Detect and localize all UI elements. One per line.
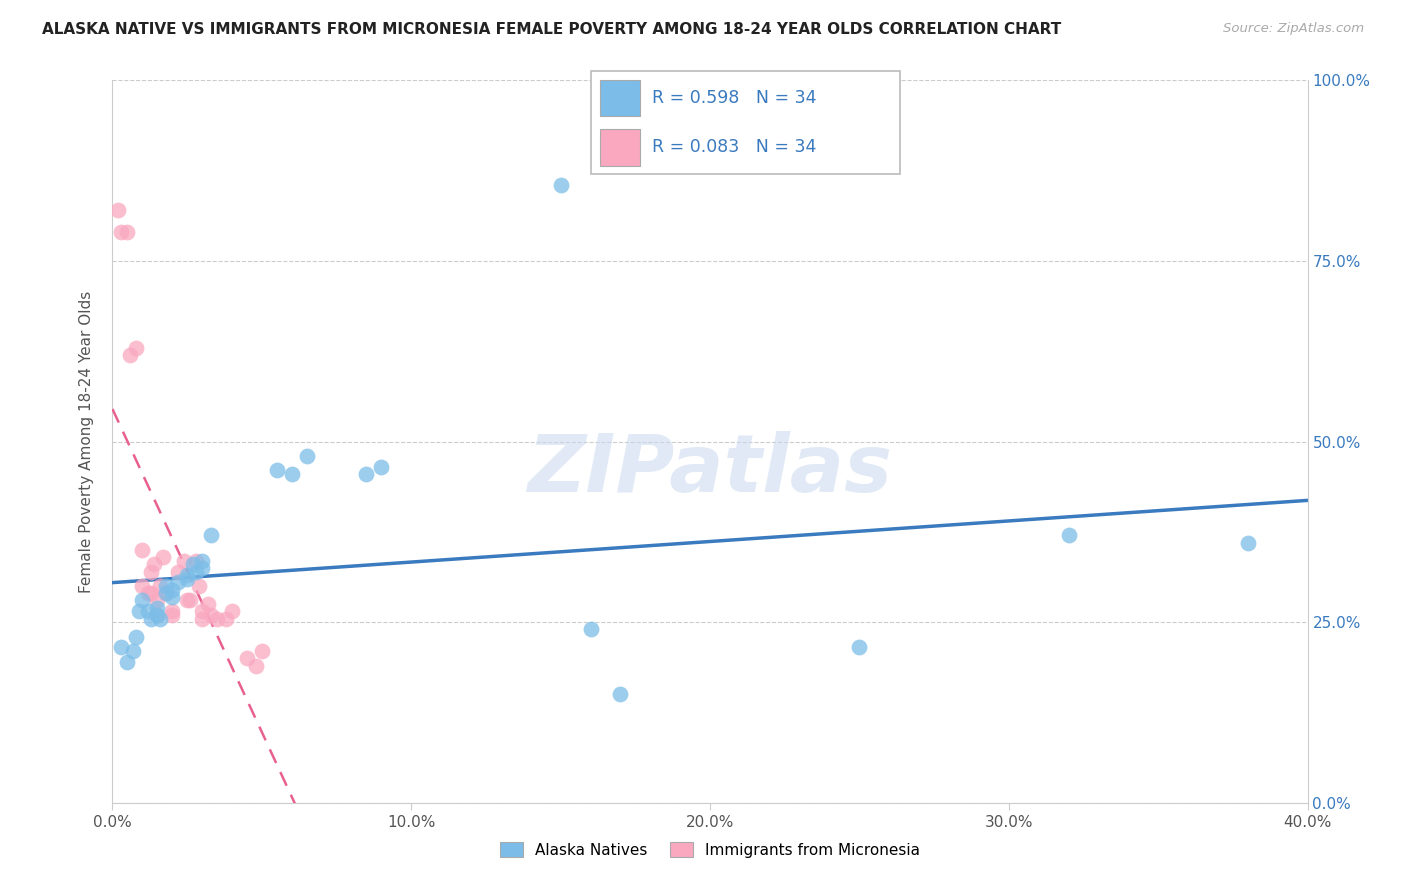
Point [155, 586, 177, 600]
Text: ALASKA NATIVE VS IMMIGRANTS FROM MICRONESIA FEMALE POVERTY AMONG 18-24 YEAR OLDS: ALASKA NATIVE VS IMMIGRANTS FROM MICRONE… [42, 22, 1062, 37]
Point [1237, 535, 1260, 549]
Point [167, 565, 190, 579]
Point [1057, 528, 1080, 542]
Legend: Alaska Natives, Immigrants from Micronesia: Alaska Natives, Immigrants from Micrones… [494, 836, 927, 863]
Point [245, 658, 267, 673]
Point [155, 579, 177, 593]
Point [579, 623, 602, 637]
Point [138, 604, 160, 618]
Point [179, 593, 201, 607]
Point [221, 604, 243, 618]
Point [110, 640, 132, 655]
Point [236, 651, 259, 665]
Point [176, 572, 198, 586]
Point [191, 604, 214, 618]
Text: Source: ZipAtlas.com: Source: ZipAtlas.com [1223, 22, 1364, 36]
Point [848, 640, 870, 655]
Point [200, 528, 222, 542]
Point [162, 590, 183, 604]
Point [152, 550, 174, 565]
Point [176, 593, 198, 607]
Point [122, 644, 145, 658]
Point [191, 611, 214, 625]
Point [120, 348, 142, 362]
Point [146, 593, 169, 607]
Point [117, 655, 139, 669]
Point [167, 575, 190, 590]
Text: R = 0.598   N = 34: R = 0.598 N = 34 [652, 89, 817, 107]
Point [125, 341, 148, 355]
Point [131, 579, 153, 593]
Point [162, 582, 183, 597]
Point [550, 178, 572, 192]
Point [250, 644, 273, 658]
Point [181, 558, 204, 572]
Point [146, 607, 169, 622]
Point [173, 554, 195, 568]
Point [281, 467, 304, 481]
Point [141, 586, 163, 600]
Point [128, 604, 150, 618]
Point [186, 565, 208, 579]
Point [141, 611, 163, 625]
Point [186, 554, 208, 568]
Point [200, 607, 222, 622]
Text: R = 0.083   N = 34: R = 0.083 N = 34 [652, 138, 817, 156]
Point [188, 579, 211, 593]
Point [266, 463, 288, 477]
Point [176, 568, 198, 582]
Point [131, 593, 153, 607]
Point [356, 467, 378, 481]
Point [205, 611, 228, 625]
Point [141, 565, 163, 579]
Point [162, 607, 183, 622]
Point [149, 611, 172, 625]
Point [155, 586, 177, 600]
Point [162, 604, 183, 618]
FancyBboxPatch shape [600, 79, 640, 117]
Point [609, 687, 631, 701]
FancyBboxPatch shape [600, 128, 640, 166]
Point [191, 554, 214, 568]
Point [295, 449, 318, 463]
Point [370, 459, 392, 474]
Y-axis label: Female Poverty Among 18-24 Year Olds: Female Poverty Among 18-24 Year Olds [79, 291, 94, 592]
FancyBboxPatch shape [591, 71, 900, 174]
Point [117, 225, 139, 239]
Point [131, 542, 153, 557]
Text: ZIPatlas: ZIPatlas [527, 432, 893, 509]
Point [125, 630, 148, 644]
Point [197, 597, 219, 611]
Point [107, 203, 129, 218]
Point [149, 579, 172, 593]
Point [110, 225, 132, 239]
Point [146, 600, 169, 615]
Point [138, 586, 160, 600]
Point [146, 607, 169, 622]
Point [191, 561, 214, 575]
Point [143, 558, 166, 572]
Point [215, 611, 238, 625]
